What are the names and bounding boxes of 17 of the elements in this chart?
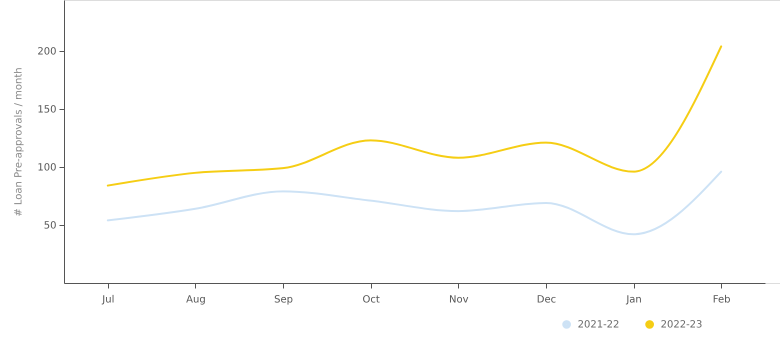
x-tick-label: Aug [186,294,206,306]
x-tick-label: Jul [101,294,114,306]
legend-label: 2021-22 [578,319,620,330]
y-axis-title: # Loan Pre-approvals / month [13,67,24,217]
x-tick-label: Dec [536,294,556,306]
line-series [106,45,722,187]
x-tick-label: Sep [274,294,293,306]
x-tick-label: Feb [712,294,731,306]
x-tick-label: Oct [362,294,380,306]
line-series [106,170,722,236]
x-tick-label: Nov [449,294,469,306]
y-tick-label: 150 [37,104,56,116]
y-tick-label: 100 [37,162,56,174]
y-tick-label: 50 [44,220,56,232]
x-tick-label: Jan [625,294,642,306]
y-tick-label: 200 [37,46,56,58]
legend-label: 2022-23 [660,319,702,330]
